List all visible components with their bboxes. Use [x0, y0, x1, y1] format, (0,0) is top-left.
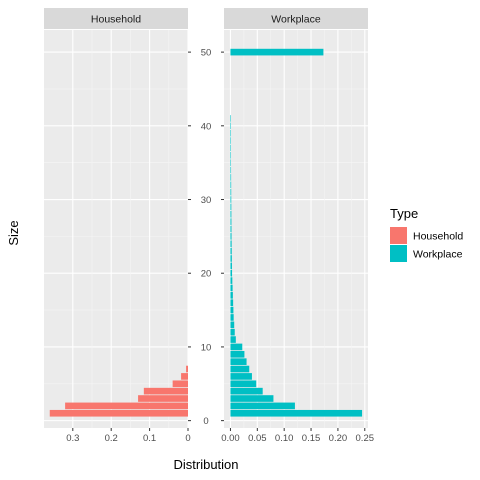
workplace-bar — [230, 336, 236, 343]
workplace-bar — [230, 269, 233, 277]
workplace-bar — [230, 210, 232, 218]
x-tick-label: 0.00 — [221, 433, 240, 444]
household-bars — [49, 365, 189, 417]
legend-title: Type — [390, 206, 418, 221]
workplace-bar — [230, 188, 232, 196]
facet-label-workplace: Workplace — [271, 14, 321, 26]
y-tick-label: 20 — [201, 269, 212, 280]
legend-label-household: Household — [413, 231, 463, 243]
workplace-bar — [230, 380, 257, 388]
workplace-bar — [230, 292, 233, 299]
y-tick-label: 40 — [201, 121, 212, 132]
x-tick-label: 0 — [185, 433, 190, 444]
workplace-bar — [230, 358, 247, 365]
household-panel — [44, 30, 188, 428]
x-tick-label: 0.05 — [248, 433, 267, 444]
y-tick-label: 10 — [201, 342, 212, 353]
workplace-bar — [230, 409, 363, 417]
workplace-bar — [230, 225, 232, 233]
legend-label-workplace: Workplace — [413, 249, 463, 261]
x-tick-label: 0.2 — [105, 433, 118, 444]
workplace-bar — [230, 129, 231, 137]
workplace-bar — [230, 343, 243, 351]
legend-key-workplace — [390, 245, 407, 262]
household-gridlines — [44, 30, 189, 428]
workplace-bar — [230, 151, 231, 159]
x-axis-title: Distribution — [173, 457, 238, 472]
workplace-bar — [230, 255, 232, 262]
workplace-bar — [230, 321, 235, 329]
workplace-bar — [230, 181, 232, 189]
workplace-bar — [230, 365, 250, 373]
facet-strip-household: Household — [44, 8, 188, 29]
household-bar — [138, 395, 188, 402]
workplace-bar — [230, 395, 274, 402]
workplace-bar — [230, 48, 324, 56]
workplace-bar — [230, 247, 232, 255]
workplace-bar — [230, 174, 232, 181]
workplace-bar — [230, 373, 252, 380]
workplace-bar — [230, 115, 231, 122]
workplace-bar — [230, 350, 245, 358]
workplace-bar — [230, 203, 232, 211]
x-tick-label: 0.15 — [302, 433, 321, 444]
legend-key-household — [390, 227, 407, 244]
x-tick-label: 0.10 — [275, 433, 294, 444]
x-tick-label: 0.3 — [66, 433, 79, 444]
y-axis-title: Size — [6, 220, 21, 245]
workplace-bar — [230, 299, 234, 307]
workplace-bar — [230, 159, 231, 166]
facet-label-household: Household — [91, 14, 141, 26]
household-bar — [65, 402, 188, 410]
workplace-panel — [224, 30, 368, 428]
legend: Type Household Workplace — [390, 206, 463, 262]
y-tick-label: 50 — [201, 48, 212, 59]
workplace-bar — [230, 144, 231, 152]
workplace-bar — [230, 306, 234, 314]
workplace-bar — [230, 277, 233, 284]
workplace-bar — [230, 240, 232, 248]
household-bar — [186, 365, 188, 373]
workplace-bar — [230, 402, 295, 410]
workplace-bar — [230, 137, 231, 144]
household-bar — [172, 380, 188, 388]
x-tick-label: 0.1 — [143, 433, 156, 444]
y-tick-label: 30 — [201, 195, 212, 206]
y-axis: 0 10 20 30 40 50 — [188, 48, 224, 427]
workplace-bar — [230, 262, 232, 270]
workplace-bar — [230, 387, 263, 395]
facet-strip-workplace: Workplace — [224, 8, 368, 29]
household-x-axis: 0.3 0.2 0.1 0 — [66, 428, 191, 444]
workplace-bar — [230, 284, 233, 292]
x-tick-label: 0.25 — [356, 433, 375, 444]
household-bar — [49, 409, 189, 417]
workplace-bar — [230, 314, 234, 321]
workplace-bars — [230, 48, 363, 417]
workplace-bar — [230, 122, 231, 130]
workplace-bar — [230, 196, 232, 203]
y-tick-label: 0 — [203, 416, 208, 427]
workplace-bar — [230, 218, 232, 225]
workplace-bar — [230, 328, 235, 336]
workplace-bar — [230, 233, 232, 240]
household-bar — [143, 387, 188, 395]
x-tick-label: 0.20 — [329, 433, 348, 444]
household-bar — [181, 373, 188, 380]
workplace-x-axis: 0.00 0.05 0.10 0.15 0.20 0.25 — [221, 428, 374, 444]
workplace-bar — [230, 166, 232, 174]
